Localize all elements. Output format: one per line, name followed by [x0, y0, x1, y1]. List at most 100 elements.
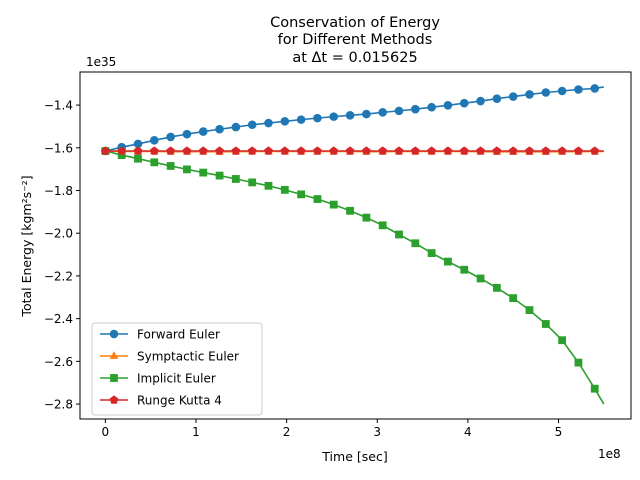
data-point — [329, 146, 339, 155]
y-tick-label: −1.6 — [44, 141, 73, 155]
plot-frame — [79, 71, 632, 420]
legend-label: Runge Kutta 4 — [137, 394, 222, 408]
y-tick-label: −1.4 — [44, 99, 73, 113]
data-point — [590, 384, 599, 393]
data-point — [410, 146, 420, 155]
legend-marker — [110, 374, 118, 382]
data-point — [215, 171, 224, 180]
data-point — [378, 146, 388, 155]
data-point — [525, 90, 534, 99]
data-point — [492, 146, 502, 155]
data-point — [362, 146, 371, 155]
y-axis-offset-label: 1e35 — [86, 55, 116, 69]
y-tick-label: −1.8 — [44, 184, 73, 198]
data-point — [574, 358, 583, 367]
data-point — [150, 136, 159, 145]
data-point — [508, 146, 518, 155]
data-point — [247, 120, 257, 130]
data-point — [541, 146, 551, 155]
legend-item: Runge Kutta 4 — [100, 394, 222, 408]
data-point — [231, 146, 241, 155]
data-point — [231, 122, 241, 132]
data-point — [590, 84, 600, 93]
data-point — [149, 146, 159, 155]
data-point — [346, 206, 354, 215]
x-tick-label: 2 — [283, 425, 291, 439]
legend-box — [91, 322, 263, 416]
legend-item: Symptactic Euler — [100, 350, 239, 364]
legend-marker — [109, 329, 119, 339]
data-point — [541, 320, 550, 328]
data-point — [345, 111, 355, 120]
data-point — [182, 129, 192, 139]
y-tick-label: −2.6 — [44, 355, 73, 369]
data-point — [264, 146, 273, 155]
data-point — [248, 178, 257, 187]
x-tick-label: 4 — [464, 425, 472, 439]
data-point — [166, 162, 175, 170]
legend-label: Forward Euler — [137, 328, 220, 342]
x-axis-label: Time [sec] — [321, 449, 387, 464]
data-point — [280, 146, 290, 155]
data-point — [444, 257, 452, 266]
data-point — [411, 104, 420, 114]
data-point — [427, 102, 436, 112]
series-1 — [101, 84, 604, 156]
data-point — [378, 108, 387, 117]
data-point — [590, 146, 600, 155]
x-tick-label: 3 — [373, 425, 381, 439]
x-tick-label: 0 — [102, 425, 110, 439]
data-point — [394, 106, 404, 116]
legend-marker — [109, 351, 119, 359]
data-point — [280, 185, 289, 194]
data-point — [329, 200, 338, 209]
data-point — [411, 239, 420, 248]
data-point — [345, 146, 355, 155]
data-point — [264, 118, 273, 128]
data-point — [459, 146, 469, 155]
data-point — [492, 94, 502, 103]
y-tick-label: −2.0 — [44, 227, 73, 241]
data-point — [394, 146, 404, 155]
x-tick-label: 1 — [192, 425, 200, 439]
data-point — [101, 146, 110, 155]
data-point — [182, 146, 192, 155]
data-point — [296, 146, 306, 155]
data-point — [166, 146, 175, 155]
data-point — [215, 124, 224, 134]
data-point — [476, 146, 485, 155]
data-point — [427, 146, 436, 155]
x-axis-offset-label: 1e8 — [598, 447, 621, 461]
data-point — [199, 168, 208, 177]
legend-label: Symptactic Euler — [137, 350, 239, 364]
data-point — [231, 175, 240, 183]
data-point — [541, 88, 551, 97]
data-point — [296, 115, 306, 124]
chart-title-line-2: for Different Methods — [278, 32, 433, 48]
y-tick-label: −2.8 — [44, 398, 73, 412]
data-point — [558, 336, 567, 345]
data-point — [329, 112, 339, 121]
data-point — [297, 190, 306, 199]
y-tick-label: −2.2 — [44, 269, 73, 283]
data-point — [525, 306, 534, 314]
data-point — [476, 274, 485, 283]
data-point — [492, 283, 501, 292]
data-point — [557, 86, 567, 96]
data-point — [117, 151, 126, 159]
data-point — [183, 165, 191, 174]
legend-label: Implicit Euler — [137, 372, 216, 386]
data-point — [215, 146, 224, 155]
y-axis-label: Total Energy [kgm²s⁻²] — [19, 175, 34, 317]
data-point — [117, 146, 127, 155]
data-point — [378, 221, 387, 230]
legend-item: Forward Euler — [100, 328, 220, 342]
data-point — [557, 146, 567, 155]
data-point — [427, 249, 436, 257]
data-point — [443, 101, 453, 110]
data-point — [198, 127, 208, 136]
data-point — [313, 113, 322, 123]
data-point — [133, 139, 143, 149]
legend-marker — [109, 395, 119, 404]
data-point — [133, 146, 143, 155]
